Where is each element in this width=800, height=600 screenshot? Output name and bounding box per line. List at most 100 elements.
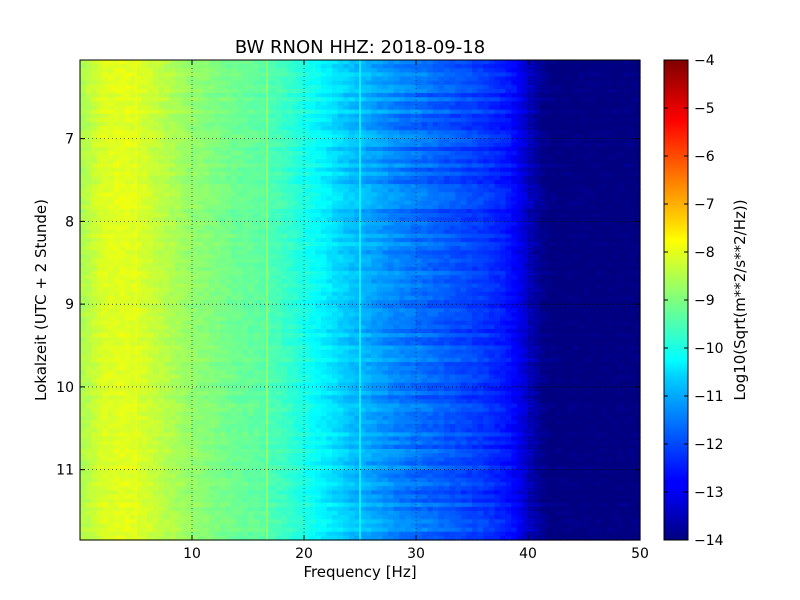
heatmap-cell: [584, 217, 591, 222]
heatmap-cell: [393, 64, 400, 69]
heatmap-cell: [326, 64, 333, 69]
heatmap-cell: [287, 88, 294, 94]
heatmap-cell: [595, 72, 602, 78]
heatmap-cell: [623, 117, 630, 123]
heatmap-cell: [315, 180, 322, 185]
heatmap-cell: [634, 225, 641, 231]
heatmap-cell: [589, 130, 596, 136]
heatmap-cell: [360, 68, 367, 74]
heatmap-cell: [600, 68, 607, 74]
heatmap-cell: [612, 221, 619, 227]
heatmap-cell: [197, 258, 204, 264]
heatmap-cell: [494, 122, 501, 127]
heatmap-cell: [208, 159, 215, 165]
heatmap-cell: [220, 151, 227, 156]
heatmap-cell: [556, 233, 563, 239]
heatmap-cell: [511, 208, 518, 214]
heatmap-cell: [410, 151, 417, 156]
heatmap-cell: [354, 130, 361, 136]
heatmap-cell: [136, 237, 143, 243]
heatmap-cell: [164, 225, 171, 231]
heatmap-cell: [141, 167, 148, 173]
heatmap-cell: [180, 88, 187, 94]
heatmap-cell: [164, 262, 171, 268]
heatmap-cell: [634, 180, 641, 185]
heatmap-cell: [180, 221, 187, 227]
heatmap-cell: [472, 146, 479, 152]
heatmap-cell: [253, 237, 260, 243]
heatmap-cell: [421, 84, 428, 90]
heatmap-cell: [164, 126, 171, 131]
heatmap-cell: [152, 246, 159, 251]
heatmap-cell: [113, 204, 120, 210]
heatmap-cell: [141, 192, 148, 198]
heatmap-cell: [634, 138, 641, 144]
heatmap-cell: [544, 138, 551, 144]
heatmap-cell: [130, 237, 137, 243]
heatmap-cell: [136, 221, 143, 227]
heatmap-cell: [287, 237, 294, 243]
heatmap-cell: [192, 192, 199, 198]
heatmap-cell: [472, 167, 479, 173]
heatmap-cell: [169, 134, 176, 140]
heatmap-cell: [572, 225, 579, 231]
spectrogram-row: [80, 233, 641, 239]
heatmap-cell: [152, 130, 159, 136]
heatmap-cell: [343, 97, 350, 102]
heatmap-cell: [270, 80, 277, 86]
heatmap-cell: [589, 93, 596, 98]
heatmap-cell: [102, 262, 109, 268]
heatmap-cell: [253, 200, 260, 206]
heatmap-cell: [634, 204, 641, 210]
heatmap-cell: [236, 142, 243, 148]
heatmap-cell: [354, 200, 361, 206]
heatmap-cell: [186, 134, 193, 140]
heatmap-cell: [343, 225, 350, 231]
heatmap-cell: [533, 258, 540, 264]
heatmap-cell: [136, 68, 143, 74]
heatmap-cell: [483, 151, 490, 156]
heatmap-cell: [365, 64, 372, 69]
heatmap-cell: [180, 225, 187, 231]
heatmap-cell: [505, 138, 512, 144]
heatmap-cell: [214, 60, 221, 65]
heatmap-cell: [315, 204, 322, 210]
heatmap-cell: [119, 155, 126, 160]
heatmap-cell: [584, 101, 591, 107]
heatmap-cell: [197, 221, 204, 227]
heatmap-cell: [113, 105, 120, 111]
heatmap-cell: [522, 250, 529, 256]
heatmap-cell: [236, 130, 243, 136]
heatmap-cell: [259, 180, 266, 185]
heatmap-cell: [276, 151, 283, 156]
heatmap-cell: [113, 250, 120, 256]
heatmap-cell: [488, 93, 495, 98]
heatmap-cell: [292, 72, 299, 78]
heatmap-cell: [130, 217, 137, 222]
heatmap-cell: [220, 126, 227, 131]
heatmap-cell: [158, 204, 165, 210]
heatmap-cell: [404, 196, 411, 202]
heatmap-cell: [124, 113, 131, 119]
heatmap-cell: [427, 155, 434, 160]
heatmap-cell: [421, 93, 428, 98]
heatmap-cell: [404, 163, 411, 169]
heatmap-cell: [304, 233, 311, 239]
heatmap-cell: [511, 113, 518, 119]
heatmap-cell: [164, 233, 171, 239]
heatmap-cell: [164, 113, 171, 119]
heatmap-cell: [544, 237, 551, 243]
heatmap-cell: [455, 93, 462, 98]
heatmap-cell: [169, 242, 176, 247]
heatmap-cell: [449, 180, 456, 185]
heatmap-cell: [102, 101, 109, 107]
heatmap-cell: [169, 101, 176, 107]
heatmap-cell: [343, 142, 350, 148]
heatmap-cell: [259, 184, 266, 189]
heatmap-cell: [477, 171, 484, 177]
heatmap-cell: [432, 122, 439, 127]
heatmap-cell: [108, 250, 115, 256]
heatmap-cell: [472, 159, 479, 165]
heatmap-cell: [152, 159, 159, 165]
heatmap-cell: [612, 192, 619, 198]
